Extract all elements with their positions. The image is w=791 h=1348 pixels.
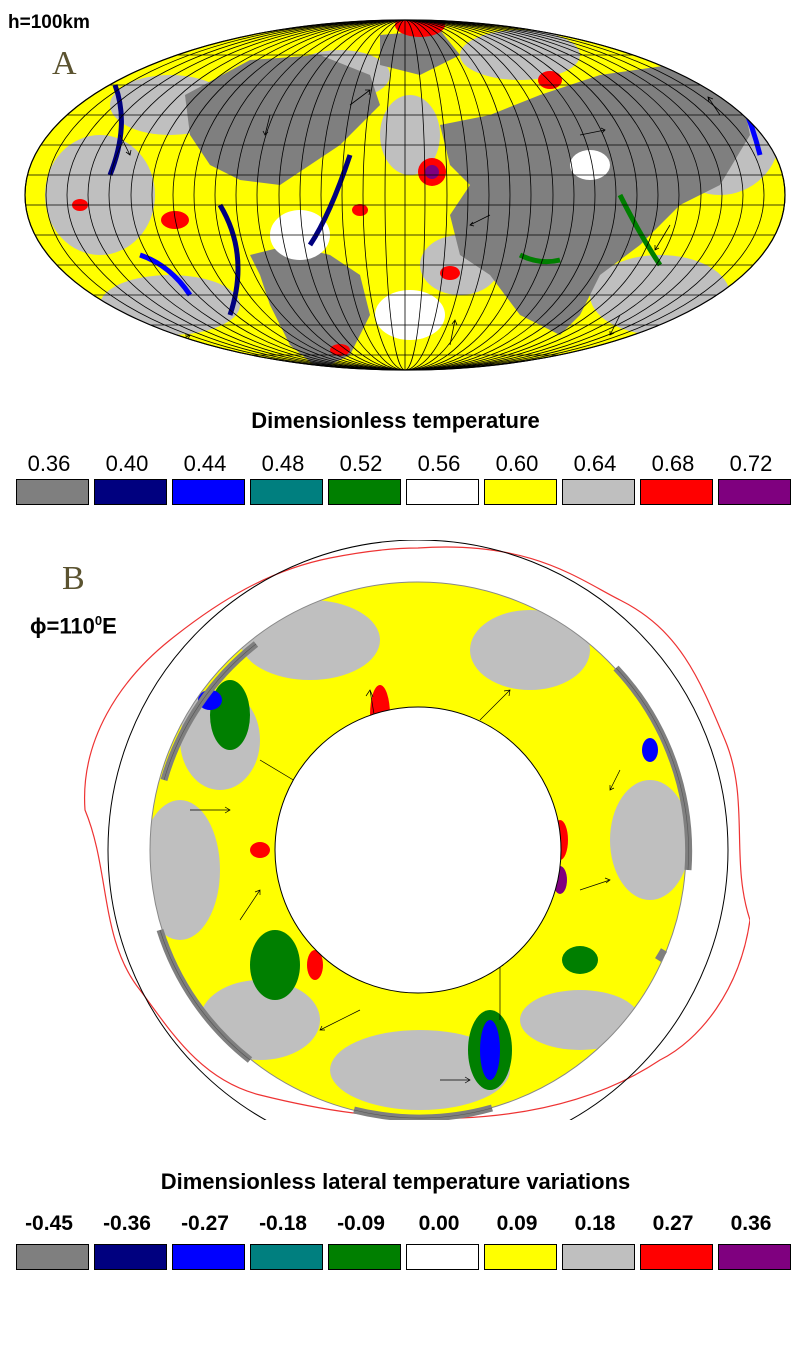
tick-b-6: 0.09	[496, 1212, 538, 1235]
tick-a-6: 0.60	[495, 451, 539, 476]
legend-swatches-a	[16, 479, 791, 505]
tick-a-4: 0.52	[339, 451, 383, 476]
tick-b-9: 0.36	[730, 1212, 772, 1235]
tick-a-9: 0.72	[729, 451, 773, 476]
swatch-a	[172, 479, 245, 505]
legend-title-a: Dimensionless temperature	[251, 408, 540, 433]
cross-section	[60, 540, 750, 1120]
swatch-b	[250, 1244, 323, 1270]
tick-b-3: -0.18	[259, 1212, 307, 1235]
tick-b-8: 0.27	[652, 1212, 694, 1235]
swatch-a	[328, 479, 401, 505]
swatch-b	[172, 1244, 245, 1270]
tick-a-1: 0.40	[105, 451, 149, 476]
legend-ticks-b: -0.45 -0.36 -0.27 -0.18 -0.09 0.00 0.09 …	[10, 1212, 791, 1236]
tick-b-5: 0.00	[418, 1212, 460, 1235]
tick-a-8: 0.68	[651, 451, 695, 476]
tick-b-1: -0.36	[103, 1212, 151, 1235]
tick-a-3: 0.48	[261, 451, 305, 476]
swatch-a	[250, 479, 323, 505]
tick-b-7: 0.18	[574, 1212, 616, 1235]
legend-title-b: Dimensionless lateral temperature variat…	[160, 1169, 631, 1194]
tick-a-5: 0.56	[417, 451, 461, 476]
swatch-b	[94, 1244, 167, 1270]
swatch-a	[640, 479, 713, 505]
legend-swatches-b	[16, 1244, 791, 1270]
tick-b-0: -0.45	[25, 1212, 73, 1235]
tick-b-2: -0.27	[181, 1212, 229, 1235]
legend-ticks-a: 0.36 0.40 0.44 0.48 0.52 0.56 0.60 0.64 …	[10, 451, 791, 477]
swatch-a	[406, 479, 479, 505]
swatch-b	[328, 1244, 401, 1270]
tick-a-2: 0.44	[183, 451, 227, 476]
tick-b-4: -0.09	[337, 1212, 385, 1235]
tick-a-0: 0.36	[27, 451, 71, 476]
swatch-b	[16, 1244, 89, 1270]
tick-a-7: 0.64	[573, 451, 617, 476]
panel-a-label: A	[52, 45, 77, 82]
mollweide-map	[24, 19, 786, 371]
swatch-b	[484, 1244, 557, 1270]
swatch-b	[718, 1244, 791, 1270]
swatch-b	[562, 1244, 635, 1270]
swatch-a	[484, 479, 557, 505]
swatch-a	[16, 479, 89, 505]
swatch-a	[562, 479, 635, 505]
swatch-a	[94, 479, 167, 505]
swatch-b	[640, 1244, 713, 1270]
swatch-b	[406, 1244, 479, 1270]
swatch-a	[718, 479, 791, 505]
depth-label: h=100km	[8, 12, 90, 33]
